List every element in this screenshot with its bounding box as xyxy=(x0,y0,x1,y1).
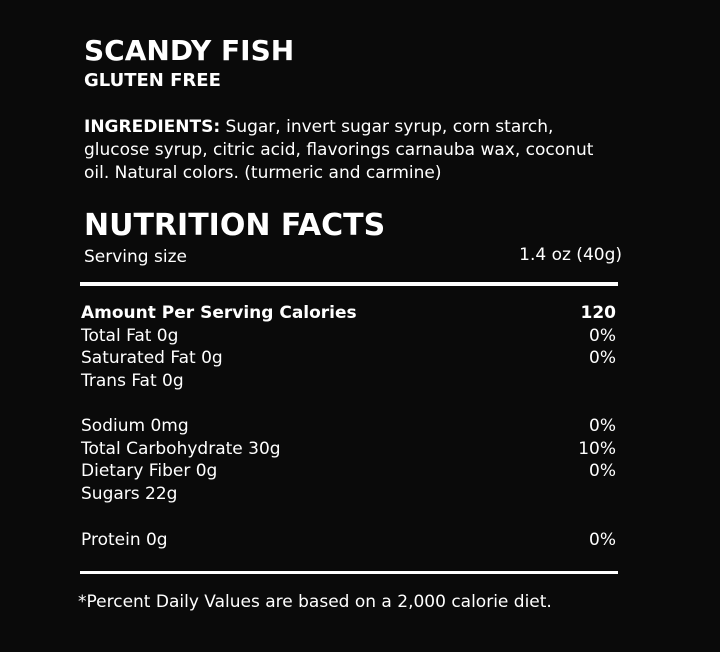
nutrient-row: Total Carbohydrate 30g 10% xyxy=(81,439,616,459)
ingredients-label: INGREDIENTS: xyxy=(84,117,221,137)
calories-row: Amount Per Serving Calories 120 xyxy=(81,303,616,323)
nutrient-row: Sodium 0mg 0% xyxy=(81,416,616,436)
gluten-free-tag: GLUTEN FREE xyxy=(84,70,221,91)
nutrient-label: Dietary Fiber 0g xyxy=(81,461,218,481)
serving-size-label: Serving size xyxy=(84,247,187,267)
nutrient-label: Saturated Fat 0g xyxy=(81,348,223,368)
serving-size-value: 1.4 oz (40g) xyxy=(519,245,622,265)
product-name: SCANDY FISH xyxy=(84,34,295,67)
nutrient-label: Total Carbohydrate 30g xyxy=(81,439,281,459)
calories-label: Amount Per Serving Calories xyxy=(81,303,357,323)
nutrient-value: 0% xyxy=(589,348,616,368)
ingredients: INGREDIENTS: Sugar, invert sugar syrup, … xyxy=(84,116,604,185)
nutrient-label: Trans Fat 0g xyxy=(81,371,184,391)
nutrient-label: Total Fat 0g xyxy=(81,326,179,346)
nutrient-label: Protein 0g xyxy=(81,530,168,550)
divider xyxy=(80,282,618,286)
footnote: *Percent Daily Values are based on a 2,0… xyxy=(78,592,552,612)
nutrient-label: Sodium 0mg xyxy=(81,416,189,436)
nutrient-value: 0% xyxy=(589,530,616,550)
nutrient-value: 0% xyxy=(589,416,616,436)
nutrient-row: Saturated Fat 0g 0% xyxy=(81,348,616,368)
nutrient-row: Sugars 22g xyxy=(81,484,616,504)
divider xyxy=(80,571,618,574)
nutrition-title: NUTRITION FACTS xyxy=(84,208,386,243)
nutrient-value: 10% xyxy=(578,439,616,459)
nutrient-label: Sugars 22g xyxy=(81,484,178,504)
nutrient-value: 0% xyxy=(589,326,616,346)
nutrient-value: 0% xyxy=(589,461,616,481)
nutrient-row: Protein 0g 0% xyxy=(81,530,616,550)
calories-value: 120 xyxy=(580,303,617,323)
ingredients-text: Sugar, invert sugar syrup, corn starch, … xyxy=(84,117,594,183)
nutrient-row: Dietary Fiber 0g 0% xyxy=(81,461,616,481)
nutrient-row: Total Fat 0g 0% xyxy=(81,326,616,346)
nutrient-row: Trans Fat 0g xyxy=(81,371,616,391)
